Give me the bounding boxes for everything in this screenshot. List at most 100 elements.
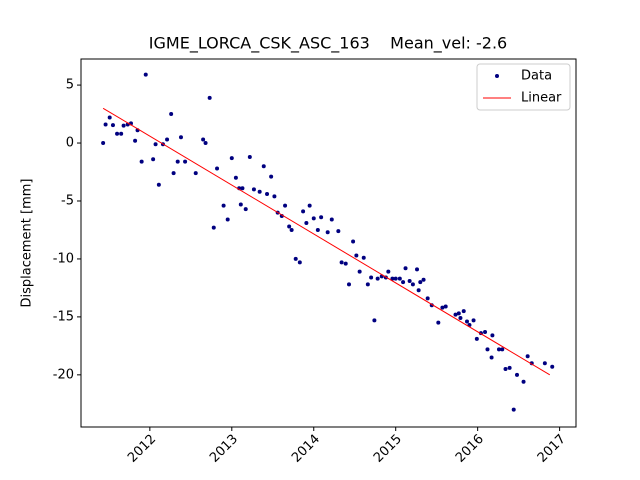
data-point <box>289 227 294 232</box>
data-point <box>139 159 144 164</box>
data-point <box>361 255 366 260</box>
data-point <box>178 135 183 140</box>
data-point <box>238 202 243 207</box>
data-point <box>265 192 270 197</box>
y-tick-label: -10 <box>53 251 74 266</box>
data-point <box>201 137 206 142</box>
data-point <box>365 282 370 287</box>
data-point <box>233 175 238 180</box>
data-point <box>183 159 188 164</box>
y-tick-label: 0 <box>66 136 74 151</box>
data-point <box>203 141 208 146</box>
data-point <box>346 282 351 287</box>
data-point <box>453 312 458 317</box>
data-point <box>261 164 266 169</box>
data-point <box>418 280 423 285</box>
data-point <box>325 230 330 235</box>
data-point <box>397 276 402 281</box>
data-point <box>107 115 112 120</box>
data-point <box>243 207 248 212</box>
data-point <box>304 221 309 226</box>
data-point <box>143 72 148 77</box>
data-point <box>115 131 120 136</box>
data-point <box>357 269 362 274</box>
data-point <box>550 364 555 369</box>
data-point <box>211 225 216 230</box>
data-point <box>386 269 391 274</box>
data-point <box>165 137 170 142</box>
legend-swatch <box>495 74 499 78</box>
data-point <box>461 309 466 314</box>
data-point <box>156 182 161 187</box>
data-point <box>269 174 274 179</box>
data-point <box>525 354 530 359</box>
data-point <box>369 275 374 280</box>
data-point <box>319 215 324 220</box>
data-point <box>375 276 380 281</box>
data-point <box>354 253 359 258</box>
data-point <box>416 288 421 293</box>
data-point <box>474 336 479 341</box>
data-point <box>511 407 516 412</box>
data-point <box>169 112 174 117</box>
data-point <box>393 276 398 281</box>
data-point <box>500 347 505 352</box>
data-point <box>110 123 115 128</box>
data-point <box>247 154 252 159</box>
data-point <box>315 227 320 232</box>
y-tick-label: 5 <box>66 78 74 93</box>
legend-label: Data <box>521 69 552 84</box>
data-point <box>483 329 488 334</box>
data-point <box>489 355 494 360</box>
data-point <box>343 261 348 266</box>
data-point <box>311 216 316 221</box>
data-point <box>175 159 180 164</box>
data-point <box>403 266 408 271</box>
fit-line <box>102 107 551 376</box>
data-point <box>496 347 501 352</box>
data-point <box>521 379 526 384</box>
y-tick-label: -5 <box>61 193 74 208</box>
data-point <box>410 282 415 287</box>
data-point <box>251 187 256 192</box>
data-point <box>215 166 220 171</box>
data-point <box>257 189 262 194</box>
data-point <box>542 361 547 366</box>
data-point <box>293 256 298 261</box>
data-point <box>339 260 344 265</box>
data-point <box>119 131 124 136</box>
data-point <box>329 217 334 222</box>
data-point <box>485 347 490 352</box>
data-point <box>133 138 138 143</box>
data-point <box>240 186 245 191</box>
data-point <box>301 209 306 214</box>
data-point <box>221 203 226 208</box>
data-point <box>193 171 198 176</box>
data-point <box>443 304 448 309</box>
data-point <box>390 276 395 281</box>
data-point <box>121 123 126 128</box>
data-point <box>421 277 426 282</box>
chart-title: IGME_LORCA_CSK_ASC_163 Mean_vel: -2.6 <box>149 34 507 54</box>
data-point <box>283 203 288 208</box>
data-point <box>415 267 420 272</box>
data-point <box>307 203 312 208</box>
data-point <box>401 280 406 285</box>
data-point <box>153 142 158 147</box>
data-point <box>171 171 176 176</box>
data-point <box>471 318 476 323</box>
data-point <box>297 260 302 265</box>
data-point <box>456 311 461 316</box>
data-point <box>103 122 108 127</box>
data-point <box>336 229 341 234</box>
data-point <box>101 141 106 146</box>
legend-label: Linear <box>521 91 562 106</box>
plot-frame <box>80 58 577 428</box>
data-point <box>507 365 512 370</box>
data-point <box>287 224 292 229</box>
data-point <box>372 318 377 323</box>
data-point <box>465 319 470 324</box>
data-point <box>151 157 156 162</box>
data-point <box>436 320 441 325</box>
